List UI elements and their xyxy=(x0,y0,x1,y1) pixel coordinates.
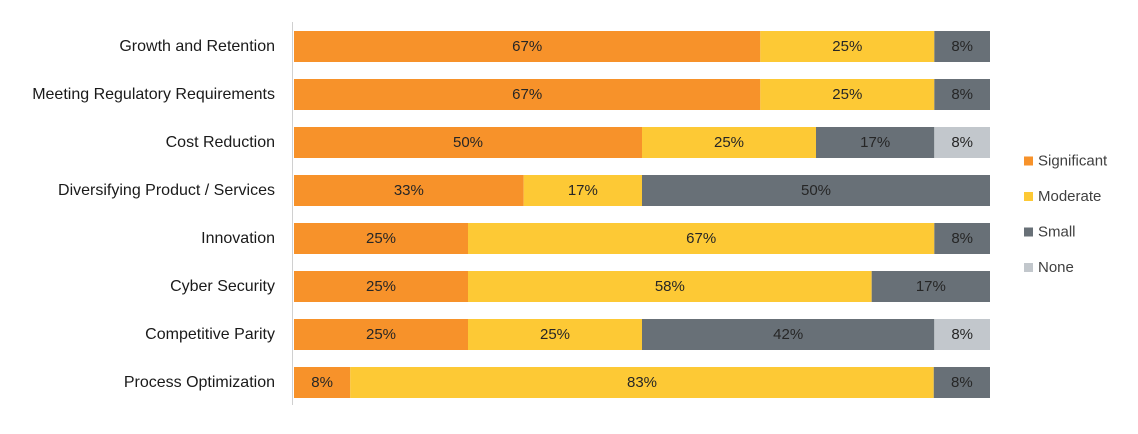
data-label-small-diversifying-product-services: 50% xyxy=(801,182,831,199)
legend-swatch-none xyxy=(1024,263,1033,272)
data-label-small-cost-reduction: 17% xyxy=(860,134,890,151)
data-label-significant-cyber-security: 25% xyxy=(366,278,396,295)
data-label-moderate-innovation: 67% xyxy=(686,230,716,247)
bar-significant-cost-reduction xyxy=(294,127,642,158)
bar-moderate-innovation xyxy=(468,223,935,254)
bar-none-competitive-parity xyxy=(934,319,990,350)
data-label-small-innovation: 8% xyxy=(951,230,973,247)
category-label-diversifying-product-services: Diversifying Product / Services xyxy=(58,182,275,199)
legend-swatch-small xyxy=(1024,227,1033,237)
bar-moderate-competitive-parity xyxy=(468,319,642,350)
data-label-significant-meeting-regulatory-requirements: 67% xyxy=(512,86,542,103)
data-label-significant-process-optimization: 8% xyxy=(311,374,333,391)
data-label-moderate-cyber-security: 58% xyxy=(655,278,685,295)
bar-small-competitive-parity xyxy=(642,319,935,350)
bar-small-growth-and-retention xyxy=(934,31,990,62)
bar-significant-growth-and-retention xyxy=(294,31,761,62)
data-label-significant-competitive-parity: 25% xyxy=(366,326,396,343)
bar-moderate-cost-reduction xyxy=(642,127,816,158)
category-label-competitive-parity: Competitive Parity xyxy=(145,326,275,343)
data-label-significant-cost-reduction: 50% xyxy=(453,134,483,151)
category-label-innovation: Innovation xyxy=(201,230,275,247)
legend: Significant Moderate Small None xyxy=(1024,153,1108,276)
bar-significant-meeting-regulatory-requirements xyxy=(294,79,761,110)
data-label-small-growth-and-retention: 8% xyxy=(951,38,973,55)
data-label-significant-diversifying-product-services: 33% xyxy=(394,182,424,199)
category-label-cost-reduction: Cost Reduction xyxy=(166,134,275,151)
category-label-growth-and-retention: Growth and Retention xyxy=(119,38,275,55)
category-label-cyber-security: Cyber Security xyxy=(170,278,275,295)
bar-significant-cyber-security xyxy=(294,271,468,302)
bar-small-cost-reduction xyxy=(816,127,935,158)
data-label-moderate-meeting-regulatory-requirements: 25% xyxy=(832,86,862,103)
bar-small-meeting-regulatory-requirements xyxy=(934,79,990,110)
bar-moderate-cyber-security xyxy=(468,271,872,302)
data-label-small-meeting-regulatory-requirements: 8% xyxy=(951,86,973,103)
legend-label-small: Small xyxy=(1038,224,1076,241)
category-label-meeting-regulatory-requirements: Meeting Regulatory Requirements xyxy=(32,86,275,103)
legend-swatch-significant xyxy=(1024,156,1033,166)
data-label-moderate-process-optimization: 83% xyxy=(627,374,657,391)
category-label-process-optimization: Process Optimization xyxy=(124,374,275,391)
data-label-none-cost-reduction: 8% xyxy=(951,134,973,151)
legend-label-significant: Significant xyxy=(1038,153,1108,170)
bar-small-innovation xyxy=(934,223,990,254)
data-label-moderate-growth-and-retention: 25% xyxy=(832,38,862,55)
data-label-moderate-cost-reduction: 25% xyxy=(714,134,744,151)
data-label-small-competitive-parity: 42% xyxy=(773,326,803,343)
data-label-none-competitive-parity: 8% xyxy=(951,326,973,343)
bars: 67% 25% 8% 67% 25% 8% 50% 25% 17% 8% 33% 17% 50% 25% 6… xyxy=(294,31,990,398)
category-labels: Growth and Retention Meeting Regulatory R… xyxy=(32,38,275,391)
data-label-small-process-optimization: 8% xyxy=(951,374,973,391)
bar-small-diversifying-product-services xyxy=(642,175,990,206)
legend-label-none: None xyxy=(1038,259,1074,276)
legend-label-moderate: Moderate xyxy=(1038,188,1101,205)
bar-significant-diversifying-product-services xyxy=(294,175,524,206)
bar-moderate-process-optimization xyxy=(350,367,934,398)
bar-small-cyber-security xyxy=(871,271,990,302)
bar-significant-process-optimization xyxy=(294,367,351,398)
bar-small-process-optimization xyxy=(933,367,990,398)
data-label-moderate-competitive-parity: 25% xyxy=(540,326,570,343)
bar-moderate-diversifying-product-services xyxy=(523,175,642,206)
data-label-significant-growth-and-retention: 67% xyxy=(512,38,542,55)
bar-moderate-meeting-regulatory-requirements xyxy=(760,79,935,110)
bar-significant-innovation xyxy=(294,223,468,254)
data-label-small-cyber-security: 17% xyxy=(916,278,946,295)
bar-moderate-growth-and-retention xyxy=(760,31,935,62)
bar-significant-competitive-parity xyxy=(294,319,468,350)
bar-none-cost-reduction xyxy=(934,127,990,158)
data-label-significant-innovation: 25% xyxy=(366,230,396,247)
data-label-moderate-diversifying-product-services: 17% xyxy=(568,182,598,199)
legend-swatch-moderate xyxy=(1024,192,1033,201)
